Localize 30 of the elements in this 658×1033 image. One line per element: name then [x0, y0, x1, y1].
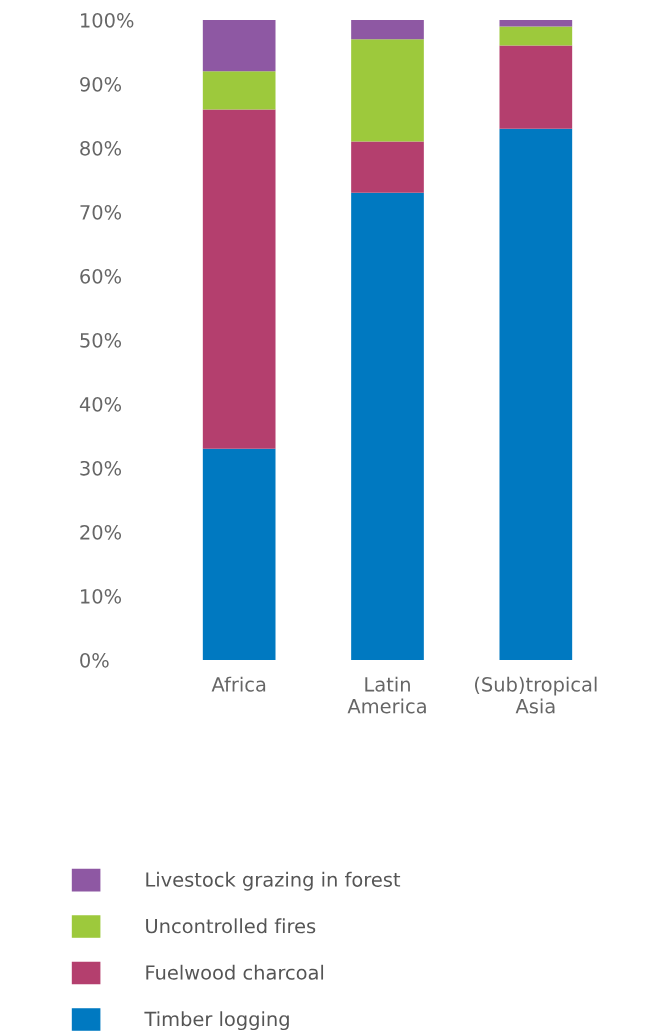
y-tick-label: 90% — [80, 76, 122, 92]
bar — [202, 448, 276, 660]
bar — [202, 20, 276, 72]
bar — [499, 45, 573, 129]
y-tick-label: 100% — [81, 12, 134, 28]
y-tick-label: 20% — [80, 524, 122, 540]
y-tick-label: 80% — [80, 140, 122, 156]
bar — [351, 39, 424, 142]
bar — [499, 26, 573, 46]
y-tick-label: 40% — [79, 396, 122, 412]
y-tick-label: 60% — [80, 268, 122, 284]
y-tick-label: 30% — [80, 460, 122, 476]
legend-label: Livestock grazing in forest — [146, 871, 401, 891]
y-tick-label: 10% — [81, 588, 122, 604]
y-tick-label: 0% — [80, 652, 109, 668]
bar — [351, 192, 424, 660]
bar — [351, 20, 424, 40]
legend-label: Fuelwood charcoal — [146, 964, 324, 980]
legend-label: Uncontrolled fires — [146, 918, 316, 934]
bar — [202, 109, 276, 449]
bar — [351, 141, 424, 193]
x-tick-label: Latin America — [347, 676, 426, 714]
legend-label: Timber logging — [144, 1011, 289, 1031]
bar — [202, 71, 276, 110]
bar — [499, 20, 573, 27]
y-tick-label: 70% — [80, 204, 122, 220]
x-tick-label: Africa — [211, 676, 266, 692]
x-tick-label: (Sub)tropical Asia — [475, 676, 597, 714]
bar — [499, 128, 573, 660]
y-tick-label: 50% — [80, 332, 122, 348]
